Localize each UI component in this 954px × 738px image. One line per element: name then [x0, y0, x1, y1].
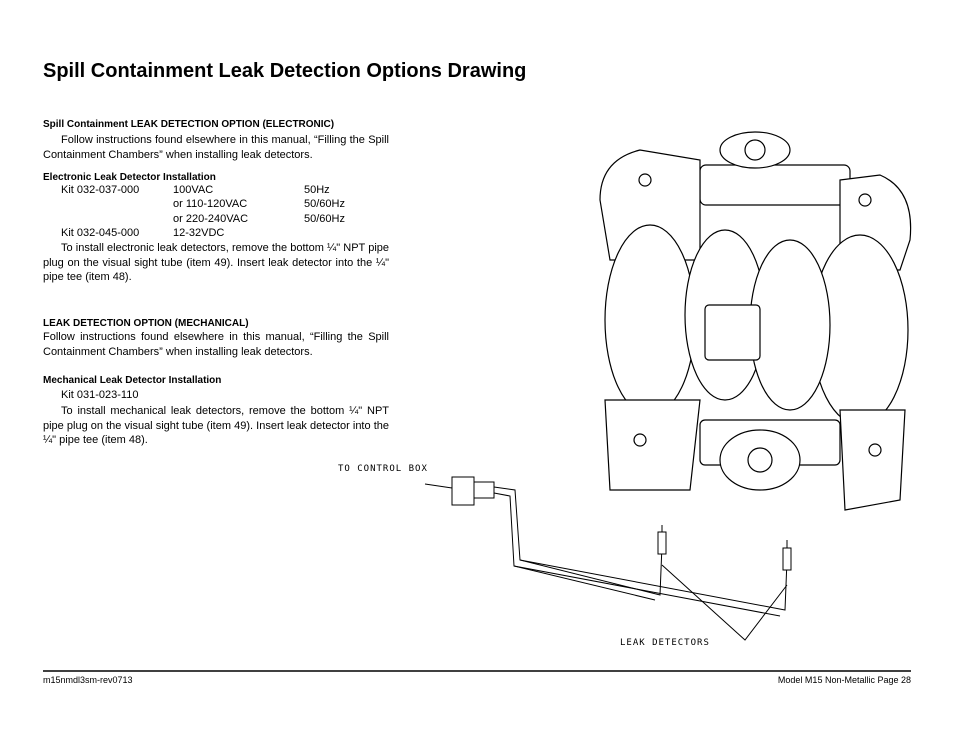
kit-frequency: 50Hz [304, 184, 330, 196]
section-heading: LEAK DETECTION OPTION (MECHANICAL) [43, 318, 249, 329]
footer-left: m15nmdl3sm-rev0713 [43, 675, 133, 685]
paragraph: Follow instructions found elsewhere in t… [43, 331, 389, 358]
page-title: Spill Containment Leak Detection Options… [43, 60, 527, 82]
subheading: Mechanical Leak Detector Installation [43, 375, 222, 386]
pump [599, 131, 912, 511]
paragraph: To install mechanical leak detectors, re… [43, 405, 389, 446]
kit-voltage: 100VAC [173, 184, 214, 196]
kit-frequency: 50/60Hz [304, 198, 345, 210]
drawing-label: LEAK DETECTORS [620, 638, 710, 648]
kit-number: Kit 032-037-000 [61, 184, 140, 196]
drawing-label: TO CONTROL BOX [338, 464, 428, 474]
paragraph: To install electronic leak detectors, re… [43, 242, 389, 283]
paragraph: Follow instructions found elsewhere in t… [43, 134, 389, 161]
subheading: Electronic Leak Detector Installation [43, 172, 216, 183]
kit-number: Kit 032-045-000 [61, 227, 140, 239]
wiring [424, 476, 792, 641]
kit-number: Kit 031-023-110 [61, 389, 139, 401]
footer-right: Model M15 Non-Metallic Page 28 [777, 675, 911, 685]
section-heading: Spill Containment LEAK DETECTION OPTION … [43, 119, 335, 130]
kit-voltage: or 220-240VAC [173, 213, 249, 225]
kit-frequency: 50/60Hz [304, 213, 345, 225]
kit-voltage: 12-32VDC [173, 227, 225, 239]
kit-voltage: or 110-120VAC [173, 198, 248, 210]
